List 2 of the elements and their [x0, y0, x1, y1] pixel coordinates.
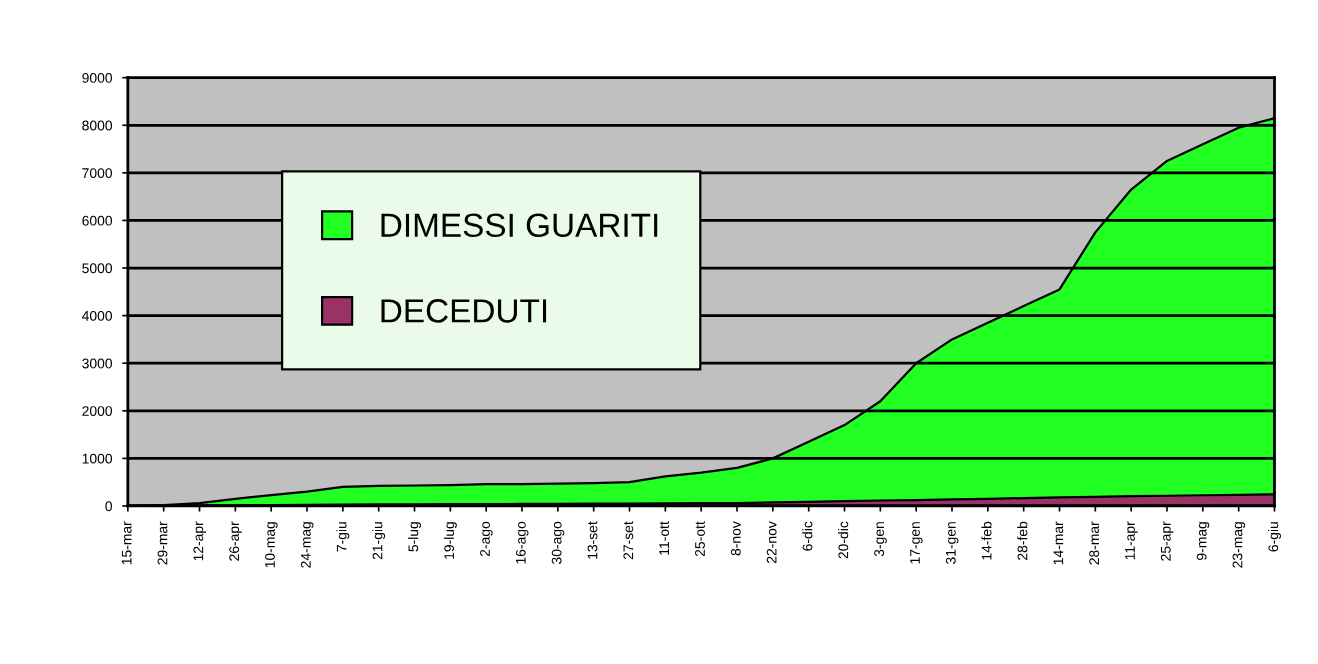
legend-label: DECEDUTI — [381, 299, 547, 323]
legend-label: DIMESSI GUARITI — [381, 213, 658, 238]
